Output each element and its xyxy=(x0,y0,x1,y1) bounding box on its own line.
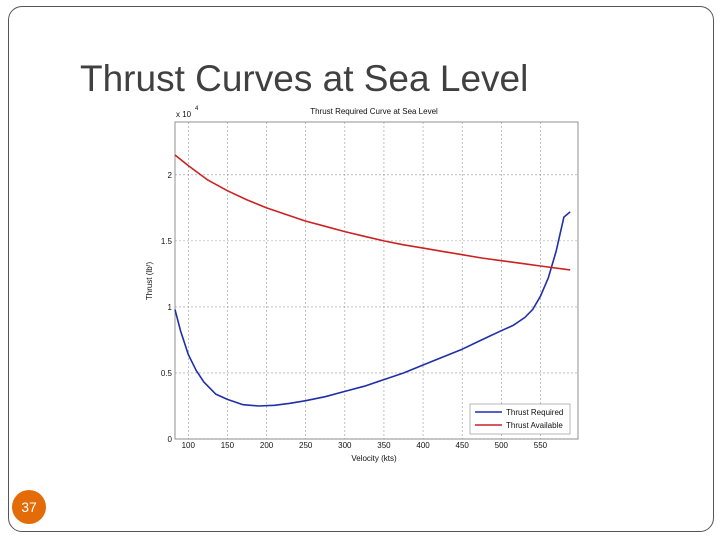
grid xyxy=(175,122,578,440)
series xyxy=(174,154,571,407)
legend: Thrust Required Thrust Available xyxy=(469,403,571,435)
x-tick-label: 400 xyxy=(416,441,430,450)
chart-title: Thrust Required Curve at Sea Level xyxy=(310,107,438,116)
legend-label: Thrust Required xyxy=(506,408,563,417)
y-tick-label: 1 xyxy=(168,303,173,312)
x-tick-label: 100 xyxy=(182,441,196,450)
y-multiplier-exponent: 4 xyxy=(195,106,199,112)
y-multiplier: x 10 4 xyxy=(176,106,199,119)
y-multiplier-base: x 10 xyxy=(176,110,192,119)
tick-labels: 100 150 200 250 300 350 400 450 500 550 0 0.5 1 1.5 2 xyxy=(161,171,548,450)
x-axis-label: Velocity (kts) xyxy=(351,454,397,463)
x-tick-label: 500 xyxy=(495,441,509,450)
slide-frame xyxy=(8,6,714,532)
y-axis-label: Thrust (lbᶠ) xyxy=(145,262,154,301)
x-tick-label: 200 xyxy=(260,441,274,450)
page-number-badge: 37 xyxy=(12,490,46,524)
x-tick-label: 550 xyxy=(534,441,548,450)
y-tick-label: 2 xyxy=(168,171,173,180)
y-tick-label: 1.5 xyxy=(161,237,173,246)
slide-title: Thrust Curves at Sea Level xyxy=(80,58,529,99)
x-tick-label: 450 xyxy=(456,441,470,450)
x-tick-label: 250 xyxy=(299,441,313,450)
series-line-thrust-available xyxy=(174,154,571,271)
y-tick-label: 0.5 xyxy=(161,369,173,378)
x-tick-label: 150 xyxy=(221,441,235,450)
x-tick-label: 300 xyxy=(338,441,352,450)
series-line-thrust-required xyxy=(174,211,571,407)
x-tick-label: 350 xyxy=(377,441,391,450)
legend-box xyxy=(469,403,571,435)
plot-frame xyxy=(174,121,579,440)
y-tick-label: 0 xyxy=(168,435,173,444)
legend-label: Thrust Available xyxy=(506,421,563,430)
